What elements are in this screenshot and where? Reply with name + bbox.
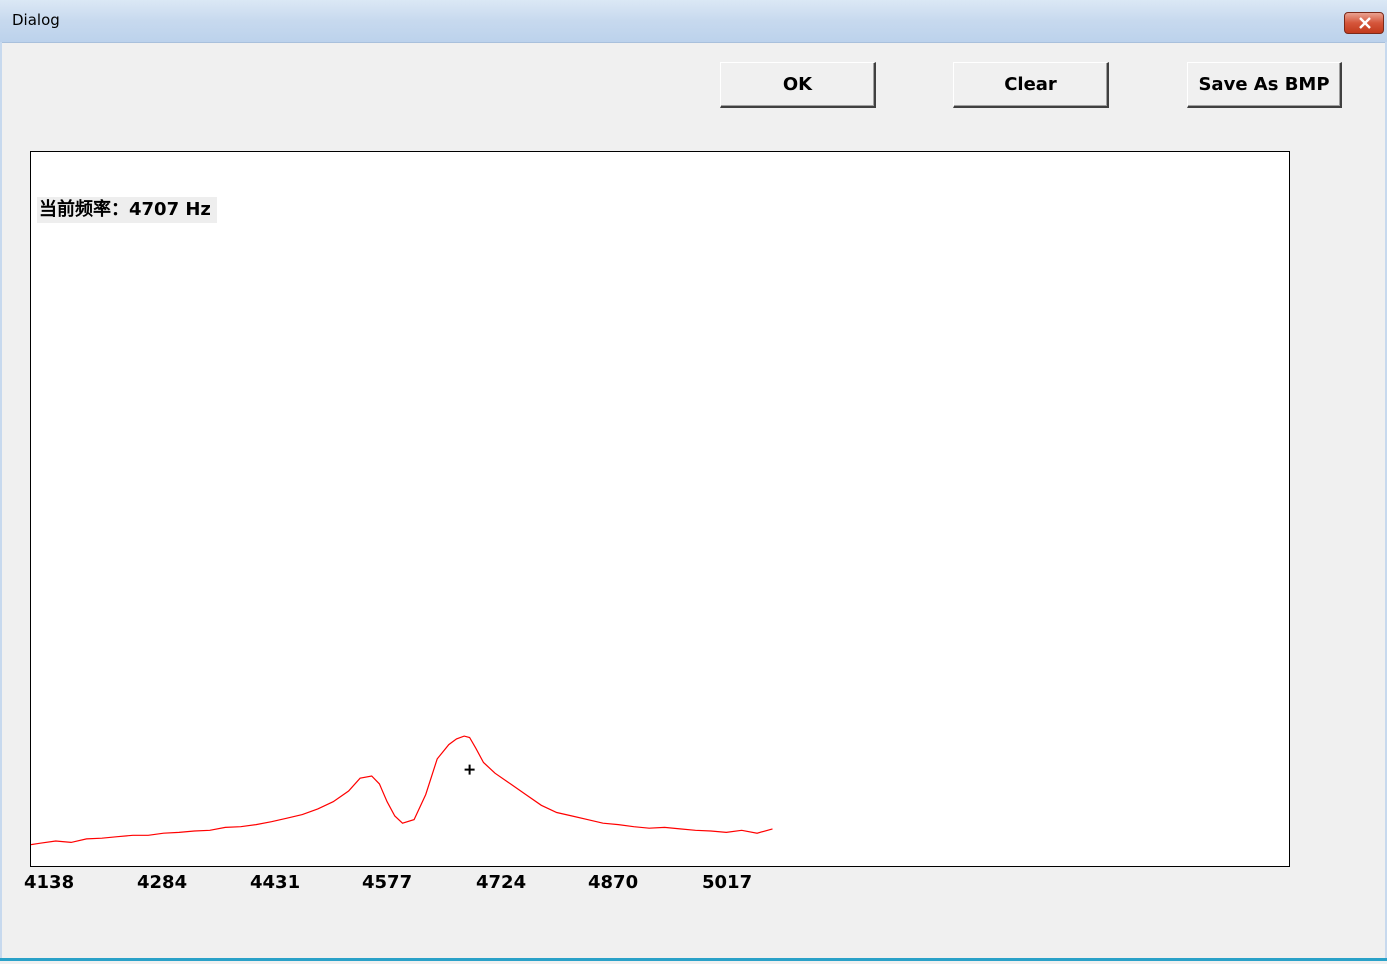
frequency-readout-value: 4707 Hz <box>129 199 211 220</box>
window-bottom-border <box>0 958 1387 961</box>
x-tick-label: 4870 <box>588 872 639 893</box>
x-tick-label: 5017 <box>702 872 753 893</box>
frequency-readout-label: 当前频率： <box>39 199 129 220</box>
clear-button[interactable]: Clear <box>953 62 1109 108</box>
window-left-border <box>0 42 2 958</box>
title-bar[interactable]: Dialog <box>0 0 1387 43</box>
x-tick-label: 4284 <box>137 872 188 893</box>
close-button[interactable] <box>1344 12 1384 34</box>
x-tick-label: 4138 <box>24 872 75 893</box>
peak-marker-cross <box>464 764 475 775</box>
spectrum-trace-line <box>30 735 773 846</box>
save-as-bmp-button[interactable]: Save As BMP <box>1187 62 1342 108</box>
x-tick-label: 4431 <box>250 872 301 893</box>
ok-button[interactable]: OK <box>720 62 876 108</box>
spectrum-plot-area <box>30 151 1290 867</box>
x-axis-tick-labels: 4138 4284 4431 4577 4724 4870 5017 <box>0 860 1387 900</box>
window-title: Dialog <box>12 11 60 29</box>
spectrum-plot-svg <box>30 735 773 846</box>
window-right-border <box>1385 42 1387 958</box>
x-tick-label: 4724 <box>476 872 527 893</box>
frequency-readout: 当前频率：4707 Hz <box>37 197 217 223</box>
close-icon <box>1359 17 1371 29</box>
x-tick-label: 4577 <box>362 872 413 893</box>
